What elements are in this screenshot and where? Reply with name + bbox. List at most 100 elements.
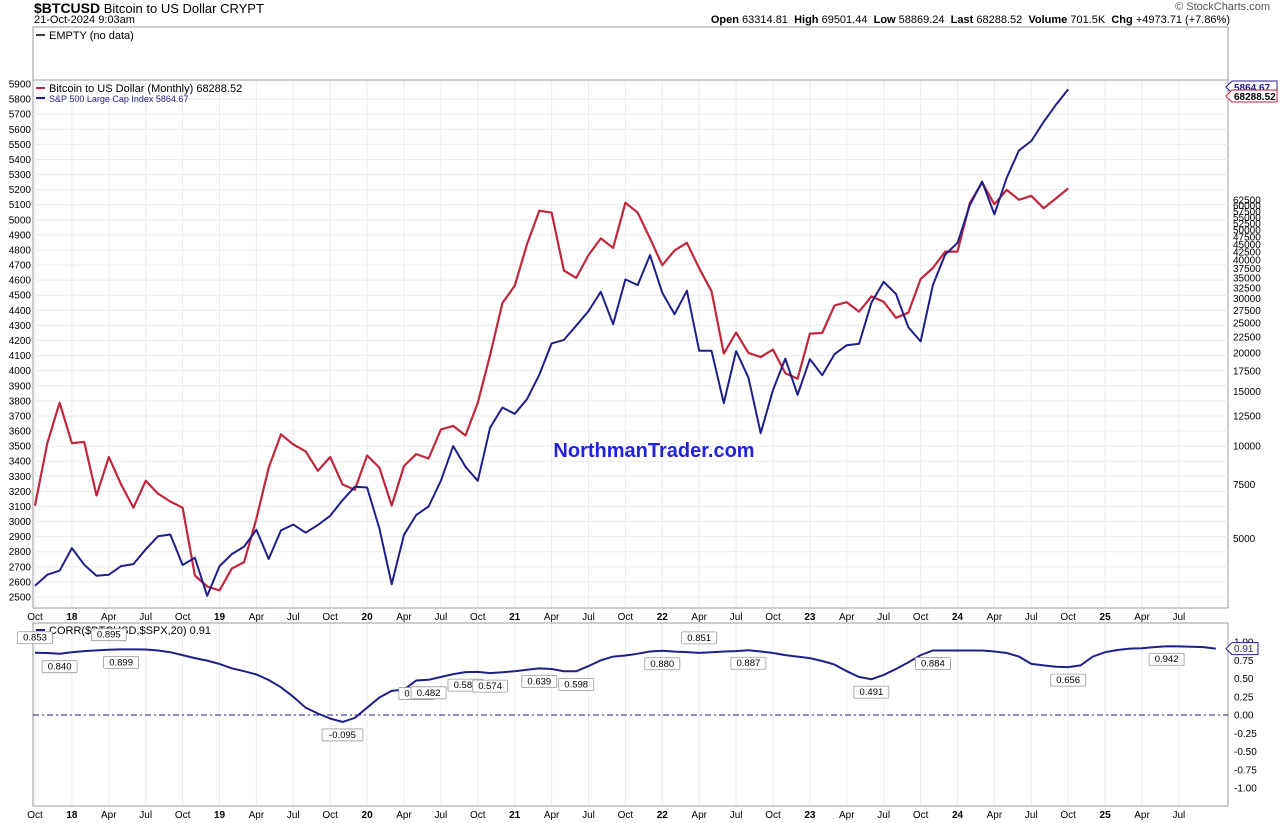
open-label: Open: [710, 14, 739, 26]
volume-value: 701.5K: [1070, 14, 1106, 26]
corr-tick-label: -1.00: [1234, 784, 1257, 795]
left-tick-label: 4700: [9, 261, 32, 272]
corr-annotation-box: [915, 657, 951, 670]
left-tick-label: 5900: [9, 80, 32, 91]
x-tick-label: Oct: [1060, 612, 1076, 623]
last-value: 68288.52: [976, 14, 1023, 26]
corr-annotation-box: [644, 657, 681, 671]
corr-tick-label: -0.75: [1234, 765, 1257, 776]
x-tick-label: Jul: [1173, 810, 1186, 821]
corr-annotation-label: 0.895: [97, 630, 121, 641]
right-tick-label: 60000: [1233, 201, 1261, 212]
left-tick-label: 5700: [9, 110, 32, 121]
x-tick-label: Apr: [249, 612, 265, 623]
corr-y-axis: 1.000.750.500.250.00-0.25-0.50-0.75-1.00: [1234, 638, 1257, 795]
corr-annotation-label: 0.587: [454, 680, 478, 691]
left-tick-label: 4900: [9, 230, 32, 241]
btc-last-tag-shape: [1225, 89, 1278, 103]
corr-annotation-label: 0.880: [650, 659, 674, 670]
right-tick-label: 25000: [1233, 319, 1261, 330]
x-tick-label: Apr: [691, 612, 707, 623]
corr-line: [34, 645, 1216, 723]
x-tick-label: Jul: [730, 810, 743, 821]
x-tick-label: Jul: [582, 810, 595, 821]
right-tick-label: 45000: [1233, 240, 1261, 251]
corr-tick-label: 0.75: [1234, 656, 1254, 667]
x-tick-label: Apr: [396, 612, 412, 623]
right-tick-label: 7500: [1233, 480, 1256, 491]
high-value: 69501.44: [821, 14, 868, 26]
left-tick-label: 5000: [9, 215, 32, 226]
watermark: NorthmanTrader.com: [553, 440, 754, 462]
right-tick-label: 20000: [1233, 348, 1261, 359]
x-tick-label: Apr: [839, 810, 855, 821]
corr-tick-label: 0.50: [1234, 674, 1254, 685]
x-tick-label: Apr: [396, 810, 412, 821]
corr-annotation-box: [17, 631, 53, 645]
volume-label: Volume: [1028, 14, 1068, 26]
right-tick-label: 15000: [1233, 387, 1261, 398]
x-tick-label: Apr: [101, 810, 117, 821]
right-tick-label: 30000: [1233, 294, 1261, 305]
empty-panel-frame: [32, 26, 1229, 81]
corr-last-tag-shape: [1225, 642, 1259, 656]
x-tick-label: Apr: [101, 612, 117, 623]
corr-annotation-label: 0.491: [860, 687, 884, 698]
x-tick-label: Apr: [839, 612, 855, 623]
x-tick-label: Jul: [1025, 612, 1038, 623]
low-label: Low: [873, 14, 896, 26]
x-tick-label: Oct: [913, 810, 929, 821]
right-tick-label: 52500: [1233, 219, 1261, 230]
x-tick-label: Jul: [287, 612, 300, 623]
high-label: High: [794, 14, 819, 26]
x-tick-label: 20: [362, 810, 374, 821]
open-value: 63314.81: [742, 14, 788, 26]
right-tick-label: 55000: [1233, 213, 1261, 224]
left-tick-label: 5800: [9, 95, 32, 106]
x-tick-label: Jul: [139, 612, 152, 623]
corr-annotation-label: 0.639: [527, 676, 551, 687]
x-tick-label: 24: [952, 810, 964, 821]
corr-tick-label: -0.25: [1234, 729, 1257, 740]
left-tick-label: 4600: [9, 276, 32, 287]
spx-legend: S&P 500 Large Cap Index 5864.67: [49, 94, 188, 104]
left-tick-label: 3000: [9, 517, 32, 528]
right-tick-label: 22500: [1233, 333, 1261, 344]
left-tick-label: 3500: [9, 442, 32, 453]
x-tick-label: Oct: [913, 612, 929, 623]
change-value: +4973.71 (+7.86%): [1135, 14, 1230, 26]
x-tick-label: Jul: [1173, 612, 1186, 623]
x-tick-label: Apr: [1134, 612, 1150, 623]
right-tick-label: 42500: [1233, 247, 1261, 258]
x-tick-label: Jul: [582, 612, 595, 623]
x-tick-label: Jul: [435, 810, 448, 821]
left-tick-label: 5200: [9, 185, 32, 196]
corr-tick-label: 0.25: [1234, 692, 1254, 703]
btc-line: [33, 181, 1069, 592]
corr-annotation-label: 0.887: [737, 658, 761, 669]
left-tick-label: 5400: [9, 155, 32, 166]
x-tick-label: 25: [1100, 612, 1112, 623]
spx-line: [34, 88, 1069, 597]
right-tick-label: 57500: [1233, 207, 1261, 218]
corr-annotation-label: 0.942: [1155, 654, 1179, 665]
right-tick-label: 62500: [1233, 196, 1261, 207]
x-tick-label: Oct: [470, 810, 486, 821]
corr-annotation-box: [681, 631, 718, 645]
x-tick-label: 23: [804, 612, 816, 623]
btc-legend: Bitcoin to US Dollar (Monthly) 68288.52: [49, 83, 242, 95]
btc-last-tag-text: 68288.52: [1234, 92, 1276, 103]
corr-annotation-label: 0.656: [1056, 675, 1080, 686]
x-tick-label: 21: [509, 612, 521, 623]
corr-annotation-label: 0.884: [921, 658, 945, 669]
x-tick-label: Oct: [27, 810, 43, 821]
corr-annotation-box: [472, 679, 509, 693]
x-tick-label: Oct: [322, 612, 338, 623]
x-tick-label: 22: [657, 810, 669, 821]
corr-annotation-label: 0.574: [478, 681, 502, 692]
left-tick-label: 2900: [9, 532, 32, 543]
left-tick-label: 3600: [9, 427, 32, 438]
right-axis: 6250060000575005500052500500004750045000…: [1233, 196, 1261, 545]
left-tick-label: 3100: [9, 502, 32, 513]
